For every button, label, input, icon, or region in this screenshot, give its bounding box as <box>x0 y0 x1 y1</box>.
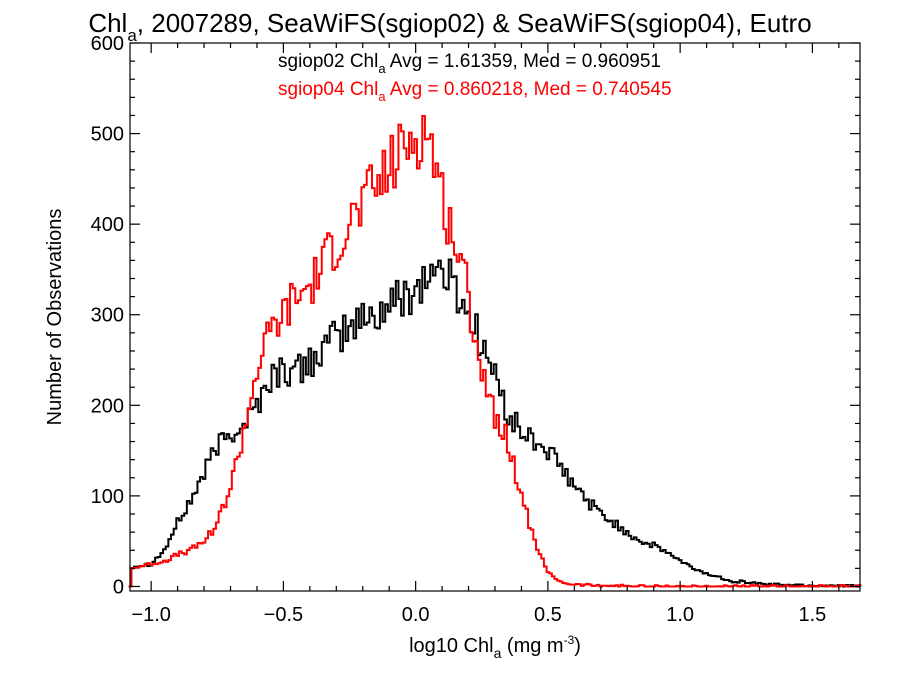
x-tick-label: 1.0 <box>666 604 694 626</box>
y-tick-label: 100 <box>91 486 124 508</box>
x-axis-label: log10 Chla (mg m-3) <box>409 633 581 661</box>
legend-entry-sgiop04: sgiop04 Chla Avg = 0.860218, Med = 0.740… <box>278 79 672 104</box>
y-tick-label: 200 <box>91 395 124 417</box>
y-tick-label: 0 <box>113 576 124 598</box>
y-axis-label: Number of Observations <box>44 209 66 426</box>
series-layer <box>128 114 862 588</box>
x-tick-label: 0.5 <box>534 604 562 626</box>
y-axis: 0 100 200 300 400 500 600 <box>91 33 860 598</box>
chart-title: Chla, 2007289, SeaWiFS(sgiop02) & SeaWiF… <box>88 8 811 45</box>
legend-entry-sgiop02: sgiop02 Chla Avg = 1.61359, Med = 0.9609… <box>278 51 661 76</box>
y-tick-label: 300 <box>91 305 124 327</box>
y-tick-label: 600 <box>91 33 124 55</box>
series-line-sgiop04 <box>128 114 862 588</box>
x-tick-label: −1.0 <box>131 604 170 626</box>
x-tick-label: −0.5 <box>264 604 303 626</box>
y-tick-label: 500 <box>91 124 124 146</box>
x-axis: −1.0 −0.5 0.0 0.5 1.0 1.5 <box>131 43 840 626</box>
x-tick-label: 0.0 <box>402 604 430 626</box>
x-tick-label: 1.5 <box>798 604 826 626</box>
y-tick-label: 400 <box>91 214 124 236</box>
